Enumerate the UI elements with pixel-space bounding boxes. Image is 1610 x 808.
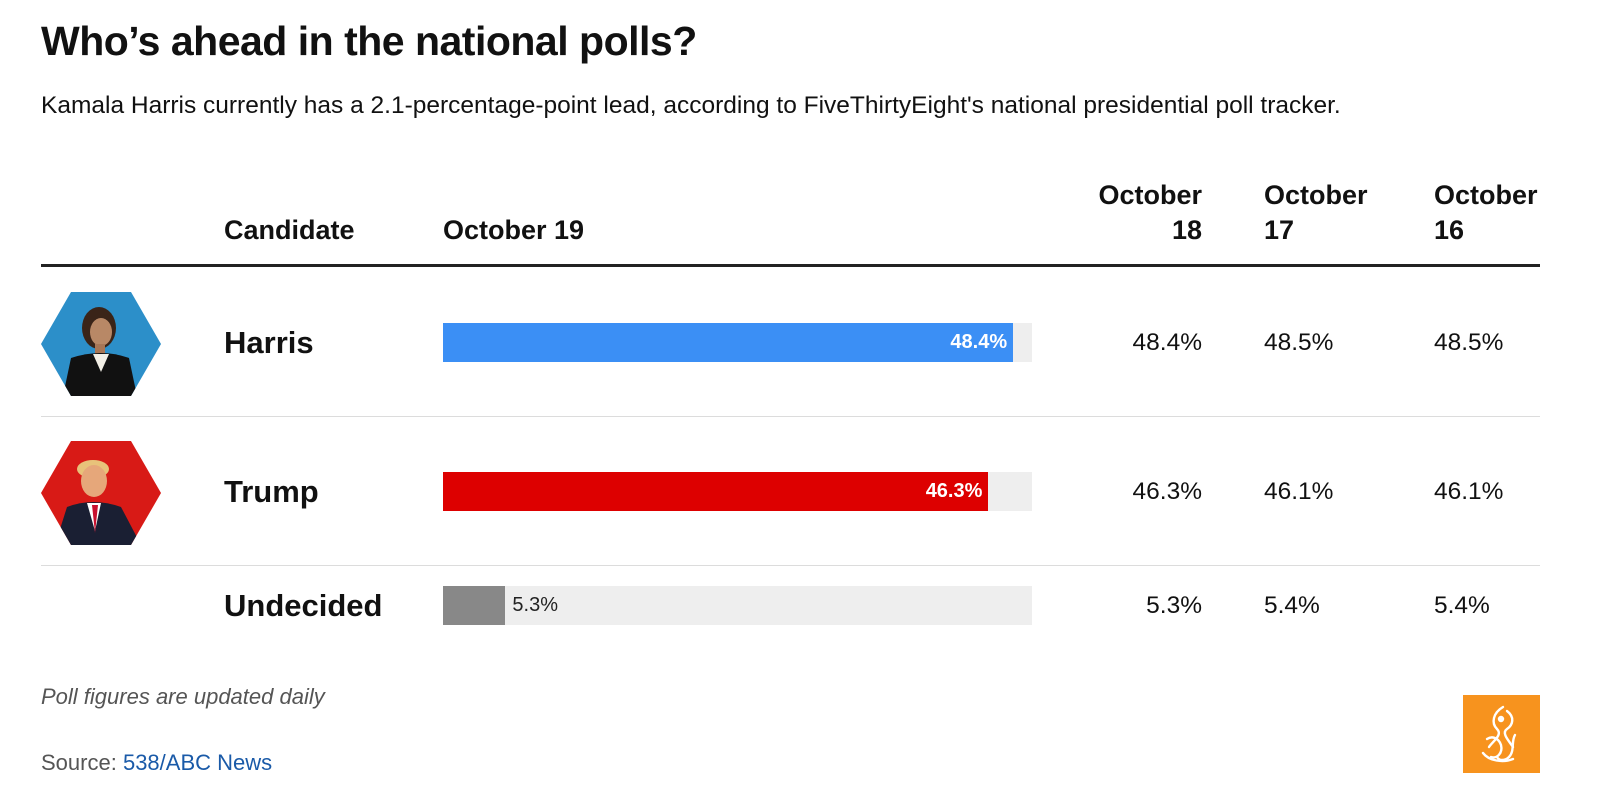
footnote: Poll figures are updated daily xyxy=(41,684,325,709)
header-october-17: October 17 xyxy=(1264,178,1368,248)
chart-subtitle: Kamala Harris currently has a 2.1-percen… xyxy=(41,92,1341,119)
candidate-name-trump: Trump xyxy=(224,474,319,509)
source-line: Source: 538/ABC News xyxy=(41,750,272,776)
al-jazeera-logo-icon[interactable] xyxy=(1463,695,1540,773)
value-trump-oct17: 46.1% xyxy=(1264,478,1334,505)
value-harris-oct18: 48.4% xyxy=(1132,329,1202,356)
header-october-16-month: October xyxy=(1434,180,1538,210)
source-link[interactable]: 538/ABC News xyxy=(122,750,273,775)
bar-harris xyxy=(443,323,1014,362)
row-divider xyxy=(41,565,1540,566)
bar-track-harris: 48.4% xyxy=(443,323,1032,362)
value-undecided-oct17: 5.4% xyxy=(1264,592,1320,619)
value-undecided-oct18: 5.3% xyxy=(1146,592,1202,619)
bar-track-undecided: 5.3% xyxy=(443,586,1032,625)
header-october-18: October 18 xyxy=(1082,178,1202,248)
chart-title: Who’s ahead in the national polls? xyxy=(41,18,697,64)
header-october-16: October 16 xyxy=(1434,178,1538,248)
header-october-17-month: October xyxy=(1264,180,1368,210)
header-rule xyxy=(41,264,1540,267)
bar-label-trump: 46.3% xyxy=(925,480,983,502)
value-trump-oct16: 46.1% xyxy=(1434,478,1504,505)
bar-track-trump: 46.3% xyxy=(443,472,1032,511)
header-october-19: October 19 xyxy=(443,215,585,245)
header-october-16-day: 16 xyxy=(1434,215,1465,245)
value-harris-oct16: 48.5% xyxy=(1434,329,1504,356)
header-october-17-day: 17 xyxy=(1264,215,1295,245)
value-trump-oct18: 46.3% xyxy=(1132,478,1202,505)
header-candidate: Candidate xyxy=(224,215,355,245)
value-undecided-oct16: 5.4% xyxy=(1434,592,1490,619)
bar-label-harris: 48.4% xyxy=(950,331,1008,353)
header-october-18-month: October xyxy=(1098,180,1202,210)
bar-trump xyxy=(443,472,989,511)
candidate-name-undecided: Undecided xyxy=(224,588,383,623)
bar-label-undecided: 5.3% xyxy=(512,594,559,616)
candidate-name-harris: Harris xyxy=(224,325,314,360)
bar-undecided xyxy=(443,586,506,625)
source-prefix: Source: xyxy=(41,750,117,775)
trump-avatar xyxy=(41,441,161,545)
row-divider xyxy=(41,416,1540,417)
header-october-18-day: 18 xyxy=(1171,215,1202,245)
value-harris-oct17: 48.5% xyxy=(1264,329,1334,356)
harris-avatar xyxy=(41,292,161,396)
